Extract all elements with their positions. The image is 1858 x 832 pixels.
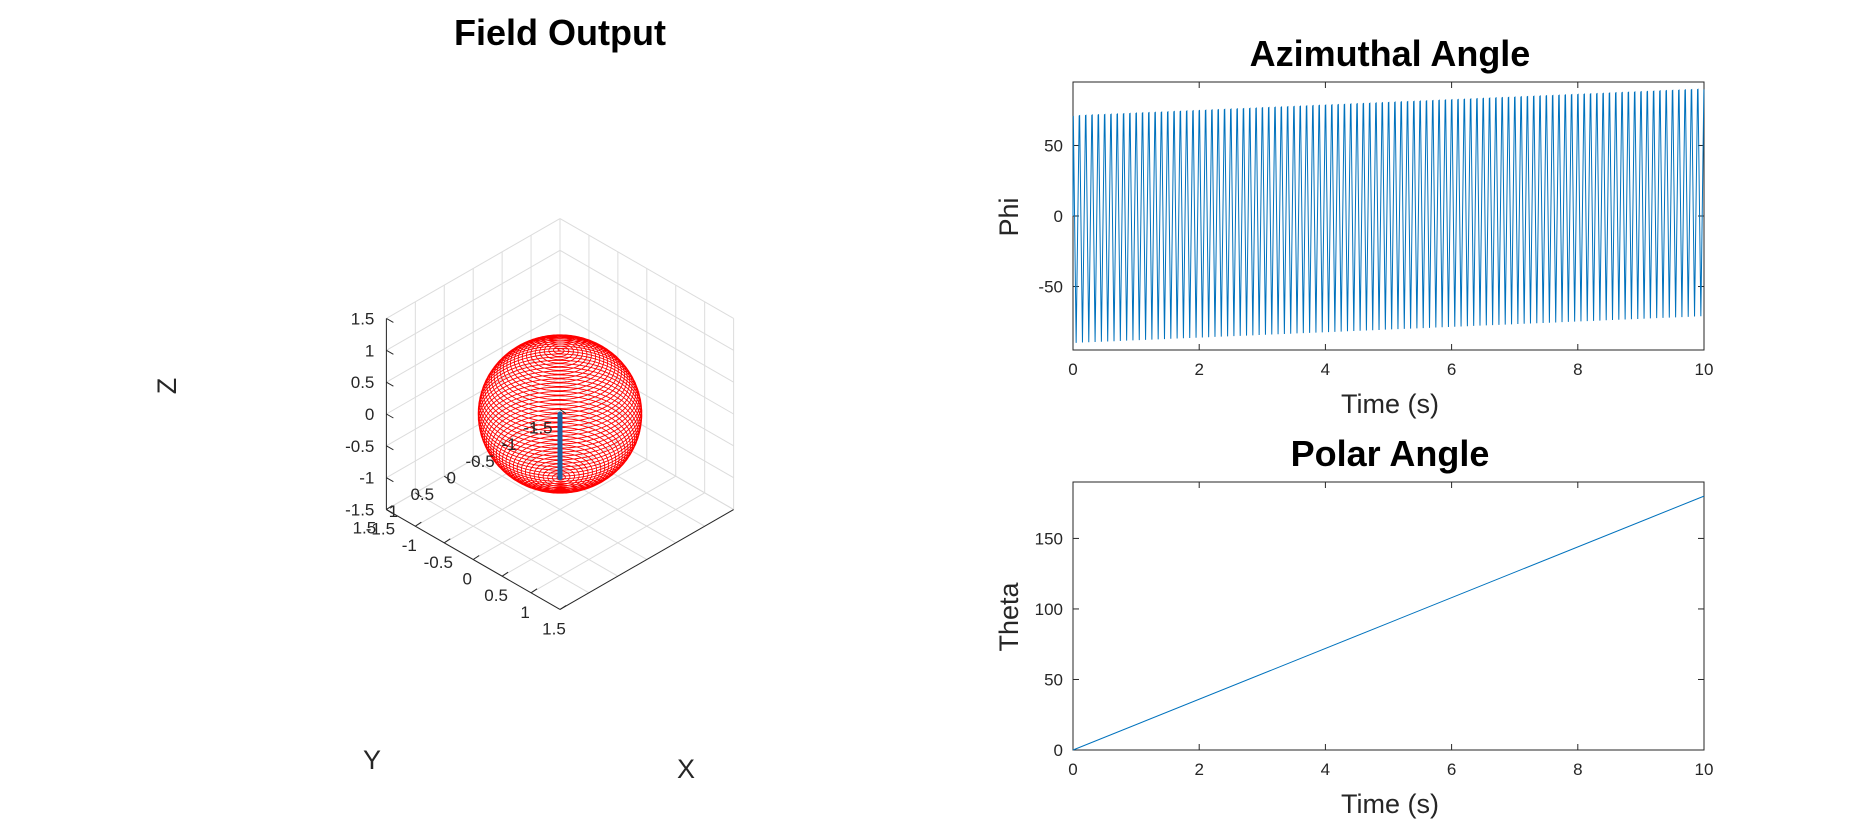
x-tick-mark [530, 588, 538, 594]
grid-line [386, 218, 561, 319]
x-tick-label: 2 [1194, 360, 1203, 379]
x-tick-mark [443, 538, 451, 544]
x-axis-label: X [677, 754, 695, 784]
y-tick-label: 100 [1035, 600, 1063, 619]
grid-line [559, 218, 734, 319]
y-axis-label: Y [363, 745, 381, 775]
z-tick-mark [386, 413, 394, 419]
x-tick-mark [501, 571, 509, 577]
x-tick-label: 10 [1695, 760, 1714, 779]
polar-x-axis-label: Time (s) [1341, 789, 1439, 819]
y-tick-mark [559, 409, 567, 414]
azimuthal-angle-plot: Azimuthal Angle 0 2 4 6 8 10 -50 0 50 Time (s) P… [994, 33, 1713, 419]
z-tick-label: 1 [365, 341, 374, 360]
x-tick-label: 10 [1695, 360, 1714, 379]
sphere-spiral-path [477, 334, 643, 494]
y-tick-mark [530, 425, 538, 431]
z-tick-mark [386, 381, 394, 387]
y-tick-mark [501, 442, 509, 448]
x-tick-label: 6 [1447, 360, 1456, 379]
y-tick-label: 0 [446, 469, 455, 488]
azimuthal-x-axis-label: Time (s) [1341, 389, 1439, 419]
azimuthal-angle-title: Azimuthal Angle [1250, 33, 1531, 74]
z-tick-label: 0 [365, 405, 374, 424]
z-tick-mark [386, 349, 394, 355]
y-tick-label: 150 [1035, 529, 1063, 548]
y-tick-label: -1.5 [523, 419, 552, 438]
x-tick-label: 0 [462, 570, 471, 589]
polar-y-axis-label: Theta [994, 581, 1024, 651]
z-tick-label: -0.5 [345, 437, 374, 456]
x-tick-label: 0 [1068, 360, 1077, 379]
x-tick-label: 8 [1573, 760, 1582, 779]
x-tick-label: -0.5 [424, 553, 453, 572]
grid-line [559, 249, 734, 351]
z-tick-mark [386, 477, 394, 483]
x-tick-label: 1 [520, 603, 529, 622]
y-tick-mark [386, 509, 393, 514]
y-tick-label: 0.5 [410, 485, 434, 504]
azimuthal-ticks: 0 2 4 6 8 10 -50 0 50 [1038, 82, 1713, 379]
x-tick-mark [415, 521, 422, 527]
x-tick-label: 1.5 [542, 619, 566, 638]
x-tick-label: -1.5 [366, 520, 395, 539]
y-tick-mark [415, 492, 422, 498]
y-tick-label: 0 [1054, 741, 1063, 760]
y-axis-line [559, 509, 734, 610]
y-tick-label: 50 [1044, 136, 1063, 155]
x-tick-label: 0.5 [484, 586, 508, 605]
theta-series-line [1072, 495, 1705, 751]
z-tick-label: -1.5 [345, 501, 374, 520]
grid-line [415, 492, 590, 594]
x-tick-label: 0 [1068, 760, 1077, 779]
sphere-trajectory [477, 334, 643, 494]
x-tick-label: 4 [1321, 760, 1330, 779]
y-tick-mark [443, 475, 451, 481]
grid-line [386, 249, 561, 351]
y-tick-label: 1 [389, 502, 398, 521]
y-tick-label: 0 [1054, 207, 1063, 226]
y-tick-label: 50 [1044, 670, 1063, 689]
x-tick-label: -1 [402, 536, 417, 555]
x-tick-mark [386, 505, 393, 510]
y-tick-label: 1.5 [353, 519, 377, 538]
x-tick-label: 8 [1573, 360, 1582, 379]
z-tick-mark [386, 445, 394, 451]
3d-tick-labels: -1.5-1-0.500.511.5-1.5-1-0.500.511.5-1.5… [345, 309, 567, 638]
y-tick-label: -50 [1038, 278, 1063, 297]
x-tick-mark [559, 605, 567, 610]
y-tick-mark [472, 459, 480, 464]
z-tick-label: -1 [359, 469, 374, 488]
x-tick-label: 2 [1194, 760, 1203, 779]
phi-series-line [1072, 88, 1705, 343]
z-tick-label: 0.5 [351, 373, 375, 392]
field-output-title: Field Output [454, 12, 666, 53]
x-tick-label: 6 [1447, 760, 1456, 779]
azimuthal-y-axis-label: Phi [994, 197, 1024, 236]
field-output-3d-plot: Field Output -1.5-1-0.500.511.5-1.5-1-0.… [152, 12, 735, 784]
z-axis-label: Z [152, 378, 182, 395]
polar-angle-title: Polar Angle [1291, 433, 1490, 474]
y-tick-label: -1 [502, 435, 517, 454]
x-tick-mark [472, 555, 480, 560]
z-tick-label: 1.5 [351, 309, 375, 328]
y-tick-label: -0.5 [465, 452, 494, 471]
polar-axes-box [1072, 481, 1705, 751]
z-tick-mark [386, 318, 394, 323]
x-tick-label: 4 [1321, 360, 1330, 379]
